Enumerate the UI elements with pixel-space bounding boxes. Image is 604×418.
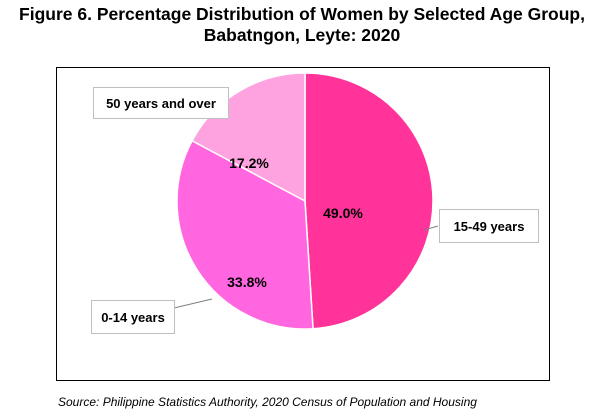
slice-value-label-0-14-years: 33.8% (227, 274, 267, 290)
category-callout-0-14-years: 0-14 years (91, 300, 175, 334)
chart-area: 49.0% 33.8% 17.2% 15-49 years 0-14 years 50 … (56, 67, 550, 381)
chart-title-line-1: Figure 6. Percentage Distribution of Wom… (19, 4, 585, 24)
chart-title: Figure 6. Percentage Distribution of Wom… (0, 4, 604, 46)
category-callout-15-49-years: 15-49 years (439, 209, 539, 243)
source-note: Source: Philippine Statistics Authority,… (58, 395, 477, 409)
pie-chart: 49.0% 33.8% 17.2% (173, 72, 439, 330)
slice-value-label-50-years-and-over: 17.2% (229, 155, 269, 171)
pie-slice-15-49-years (304, 72, 434, 330)
callout-leader-15-49-years (423, 225, 439, 231)
chart-title-line-2: Babatngon, Leyte: 2020 (203, 25, 401, 45)
category-callout-50-years-and-over: 50 years and over (93, 87, 229, 119)
pie-slice-50-years-and-over (191, 72, 306, 203)
callout-leader-0-14-years (173, 298, 213, 309)
slice-value-label-15-49-years: 49.0% (323, 205, 363, 221)
